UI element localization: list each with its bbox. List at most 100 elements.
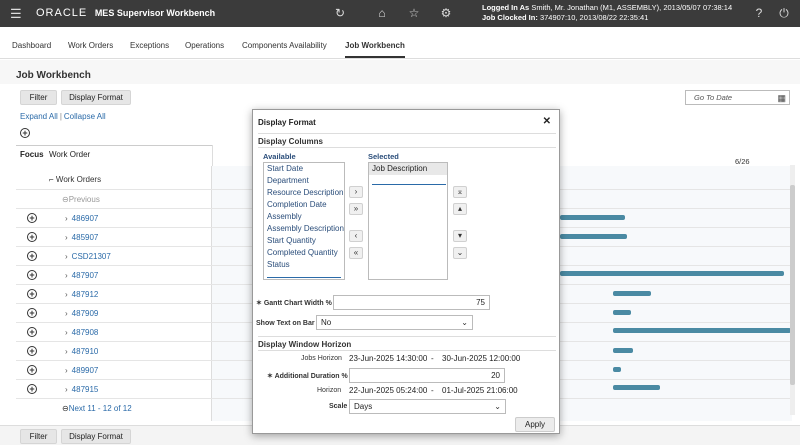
work-order-link[interactable]: › 487910 — [65, 347, 98, 356]
additional-duration-label-text: Additional Duration % — [274, 373, 348, 380]
app-title: MES Supervisor Workbench — [94, 8, 216, 18]
next-link[interactable]: ⊖Next 11 - 12 of 12 — [62, 404, 132, 413]
move-down-button[interactable]: ▾ — [453, 230, 467, 242]
previous-link[interactable]: ⊖Previous — [62, 195, 100, 204]
additional-duration-input[interactable]: 20 — [349, 368, 505, 383]
gantt-bar[interactable] — [613, 385, 660, 390]
list-item[interactable]: Status — [267, 260, 290, 269]
menu-icon[interactable]: ☰ — [10, 6, 22, 21]
available-columns-list[interactable]: Start Date Department Resource Descripti… — [263, 162, 345, 280]
tab-operations[interactable]: Operations — [185, 41, 225, 50]
add-icon[interactable]: + — [27, 251, 37, 261]
add-icon[interactable]: + — [27, 384, 37, 394]
gantt-bar[interactable] — [560, 234, 627, 239]
work-order-link[interactable]: › 487912 — [65, 290, 98, 299]
divider — [258, 350, 556, 351]
job-clocked-label: Job Clocked In: — [482, 13, 538, 22]
list-item[interactable]: Completion Date — [267, 200, 327, 209]
move-left-button[interactable]: ‹ — [349, 230, 363, 242]
work-order-link[interactable]: › 487909 — [65, 309, 98, 318]
filter-button[interactable]: Filter — [20, 90, 57, 105]
group-row-label[interactable]: ⌐ Work Orders — [49, 175, 101, 184]
list-item[interactable]: Resource Description — [267, 188, 344, 197]
add-icon[interactable]: + — [27, 213, 37, 223]
gear-icon[interactable]: ⚙ — [440, 6, 452, 20]
home-icon[interactable]: ⌂ — [378, 6, 386, 20]
move-up-button[interactable]: ▴ — [453, 203, 467, 215]
gantt-bar[interactable] — [613, 367, 621, 372]
add-icon[interactable]: + — [27, 232, 37, 242]
up-circle-icon: ⊖ — [62, 195, 69, 204]
work-order-link[interactable]: › 489907 — [65, 366, 98, 375]
work-order-link[interactable]: › 487907 — [65, 271, 98, 280]
apply-button[interactable]: Apply — [515, 417, 555, 432]
work-order-id: 486907 — [71, 214, 99, 223]
collapse-all-link[interactable]: Collapse All — [63, 112, 106, 121]
show-text-select[interactable]: No ⌄ — [316, 315, 473, 330]
move-all-right-button[interactable]: » — [349, 203, 363, 215]
add-icon[interactable]: + — [20, 128, 30, 138]
work-order-id: 487907 — [71, 271, 99, 280]
work-order-link[interactable]: › 485907 — [65, 233, 98, 242]
add-icon[interactable]: + — [27, 327, 37, 337]
move-top-button[interactable]: ⌅ — [453, 186, 467, 198]
gantt-bar[interactable] — [560, 271, 784, 276]
brand: ORACLE MES Supervisor Workbench — [36, 7, 215, 19]
work-order-id: 485907 — [71, 233, 99, 242]
work-order-link[interactable]: › 487908 — [65, 328, 98, 337]
tab-job-workbench[interactable]: Job Workbench — [345, 41, 405, 58]
add-icon[interactable]: + — [27, 365, 37, 375]
tab-components-availability[interactable]: Components Availability — [242, 41, 327, 50]
filter-button-bottom[interactable]: Filter — [20, 429, 57, 444]
power-icon[interactable]: ⏻ — [779, 6, 789, 20]
tab-dashboard[interactable]: Dashboard — [12, 41, 52, 50]
work-order-link[interactable]: › CSD21307 — [65, 252, 111, 261]
scrollbar-thumb[interactable] — [790, 185, 795, 385]
move-right-button[interactable]: › — [349, 186, 363, 198]
work-order-id: 487908 — [71, 328, 99, 337]
calendar-icon[interactable]: ▦ — [777, 93, 786, 103]
chevron-down-icon: ⌄ — [461, 318, 468, 327]
work-order-link[interactable]: › 487915 — [65, 385, 98, 394]
scale-select[interactable]: Days ⌄ — [349, 399, 506, 414]
move-all-left-button[interactable]: « — [349, 247, 363, 259]
gantt-bar[interactable] — [613, 328, 791, 333]
expand-all-link[interactable]: Expand All — [20, 112, 58, 121]
list-item[interactable]: Start Date — [267, 164, 304, 173]
display-format-button[interactable]: Display Format — [61, 90, 131, 105]
work-order-link[interactable]: › 486907 — [65, 214, 98, 223]
goto-date-input[interactable]: Go To Date ▦ — [685, 90, 790, 105]
previous-label: Previous — [68, 195, 100, 204]
help-icon[interactable]: ? — [755, 6, 763, 20]
close-icon[interactable]: ✕ — [542, 116, 551, 127]
list-item[interactable]: Start Quantity — [267, 236, 316, 245]
col-focus-header: Focus — [20, 150, 44, 159]
gantt-bar[interactable] — [560, 215, 625, 220]
chevron-right-icon: › — [65, 271, 68, 280]
vertical-scrollbar[interactable] — [790, 165, 795, 415]
add-icon[interactable]: + — [27, 270, 37, 280]
add-icon[interactable]: + — [27, 289, 37, 299]
tab-exceptions[interactable]: Exceptions — [130, 41, 170, 50]
chevron-down-icon: ⌄ — [494, 402, 501, 411]
add-icon[interactable]: + — [27, 346, 37, 356]
star-icon[interactable]: ☆ — [408, 6, 420, 20]
expand-collapse-links: Expand All | Collapse All — [20, 112, 106, 121]
list-item[interactable]: Assembly Description — [267, 224, 344, 233]
refresh-icon[interactable]: ↻ — [334, 6, 346, 20]
tab-work-orders[interactable]: Work Orders — [68, 41, 114, 50]
list-item[interactable]: Department — [267, 176, 309, 185]
list-item[interactable]: Job Description — [369, 163, 447, 175]
display-format-button-bottom[interactable]: Display Format — [61, 429, 131, 444]
gantt-bar[interactable] — [613, 291, 651, 296]
selected-columns-list[interactable]: Job Description — [368, 162, 448, 280]
list-item[interactable]: Completed Quantity — [267, 248, 338, 257]
scale-value: Days — [354, 402, 373, 411]
gantt-bar[interactable] — [613, 348, 633, 353]
gantt-width-input[interactable]: 75 — [333, 295, 490, 310]
link-separator: | — [59, 112, 62, 121]
add-icon[interactable]: + — [27, 308, 37, 318]
gantt-bar[interactable] — [613, 310, 631, 315]
move-bottom-button[interactable]: ⌄ — [453, 247, 467, 259]
list-item[interactable]: Assembly — [267, 212, 302, 221]
